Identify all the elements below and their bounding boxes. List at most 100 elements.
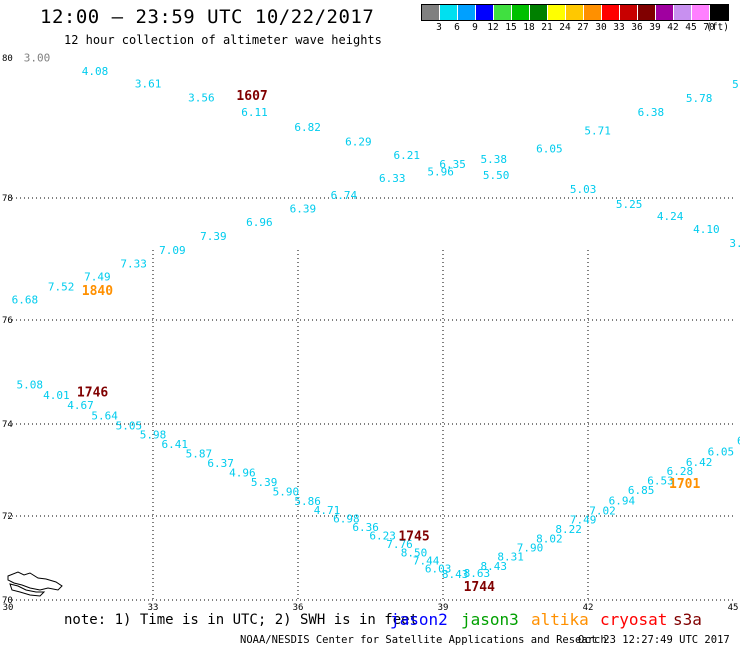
wave-height-reading: 8.63 (464, 567, 491, 580)
longitude-labels: 30 33 36 39 42 45 (3, 603, 739, 613)
longitude-label: 39 (438, 603, 449, 613)
wave-height-reading: 6.11 (241, 106, 268, 119)
wave-height-reading: 7.39 (200, 230, 227, 243)
pass-time-label: 1744 (464, 580, 495, 595)
color-scale-swatch (566, 5, 584, 20)
pass-time-label: 1745 (398, 529, 429, 544)
color-scale-swatch (476, 5, 494, 20)
color-scale-tick-label: 3 (436, 22, 442, 33)
color-scale-swatch (638, 5, 656, 20)
wave-height-reading: 6.68 (12, 294, 39, 307)
color-scale-tick-label: 21 (541, 22, 553, 33)
wave-height-reading: 6 (737, 435, 740, 448)
wave-height-reading: 6.05 (536, 143, 563, 156)
wave-height-reading: 6.36 (352, 521, 379, 534)
wave-height-reading: 4.08 (82, 65, 109, 78)
page-title: 12:00 – 23:59 UTC 10/22/2017 (40, 6, 375, 28)
wave-height-reading: 5 (732, 78, 739, 91)
wave-height-reading: 7.02 (589, 505, 616, 518)
wave-height-reading: 6.42 (686, 456, 713, 469)
wave-height-reading: 7.44 (413, 555, 440, 568)
wave-height-color-scale: 3 6 9 12 15 18 21 24 27 30 33 36 39 42 45 70 (ft) (421, 4, 729, 34)
satellite-jason3-label: jason3 (461, 610, 519, 629)
pass-time-label: 1607 (236, 89, 267, 104)
color-scale-swatch (656, 5, 674, 20)
longitude-label: 30 (3, 603, 14, 613)
wave-height-reading: 5.90 (273, 485, 300, 498)
latitude-label: 78 (2, 194, 13, 204)
footer: note: 1) Time is in UTC; 2) SWH is in fe… (0, 610, 740, 650)
wave-height-reading: 5.98 (140, 429, 167, 442)
latitude-label: 80 (2, 54, 13, 64)
wave-height-reading: 6.35 (439, 158, 466, 171)
color-scale-tick-label: 24 (559, 22, 571, 33)
wave-height-reading: 8.43 (442, 568, 469, 581)
wave-height-reading: 5.87 (186, 448, 213, 461)
color-scale-tick-label: 27 (577, 22, 589, 33)
wave-height-reading: 5.78 (686, 92, 713, 105)
wave-height-reading: 3.00 (24, 52, 51, 65)
wave-height-reading: 6.53 (647, 475, 674, 488)
generated-timestamp: Oct 23 12:27:49 UTC 2017 (578, 634, 730, 646)
wave-height-reading: 8.02 (536, 532, 563, 545)
wave-height-reading: 6.28 (667, 465, 694, 478)
longitude-label: 45 (728, 603, 739, 613)
wave-height-reading: 6.21 (394, 149, 421, 162)
wave-height-reading: 7.49 (570, 514, 597, 527)
wave-height-reading: 5.38 (481, 153, 508, 166)
wave-height-reading: 8.43 (481, 560, 508, 573)
wave-height-reading: 4.01 (43, 389, 70, 402)
wave-height-reading: 5.39 (251, 476, 278, 489)
grid-lines (8, 197, 733, 601)
wave-height-reading: 8.31 (497, 551, 524, 564)
color-scale-swatch (584, 5, 602, 20)
color-scale-tick-label: 12 (487, 22, 499, 33)
color-scale-swatch (494, 5, 512, 20)
wave-height-reading: 6.94 (609, 495, 636, 508)
latitude-label: 76 (2, 316, 13, 326)
color-scale-swatch (422, 5, 440, 20)
color-scale-tick-label: 30 (595, 22, 607, 33)
wave-height-reading: 5.50 (483, 169, 510, 182)
latitude-label: 74 (2, 420, 13, 430)
wave-height-reading: 3.56 (188, 91, 215, 104)
latitude-labels: 80 78 76 74 72 70 (2, 54, 13, 606)
longitude-label: 36 (293, 603, 304, 613)
wave-height-reading: 5.08 (17, 379, 44, 392)
pass-time-labels: 1607 1840 1746 1745 1744 1701 (77, 89, 701, 595)
wave-height-readings: 3.00 4.08 3.61 3.56 6.11 6.82 6.29 6.21 6.355.96… (12, 52, 740, 582)
wave-height-reading: 6.39 (290, 203, 317, 216)
wave-height-reading: 6.41 (162, 438, 189, 451)
color-scale-swatch (692, 5, 710, 20)
color-scale-tick-label: 33 (613, 22, 625, 33)
color-scale-bar (421, 4, 729, 21)
color-scale-tick-label: 39 (649, 22, 661, 33)
color-scale-tick-label: 36 (631, 22, 643, 33)
wave-height-reading: 7.76 (386, 538, 413, 551)
satellite-cryosat-label: cryosat (600, 610, 668, 629)
footer-note: note: 1) Time is in UTC; 2) SWH is in fe… (64, 612, 419, 628)
color-scale-swatch (440, 5, 458, 20)
color-scale-tick-label: 45 (685, 22, 697, 33)
color-scale-unit: (ft) (706, 22, 729, 33)
wave-height-reading: 6.05 (708, 446, 735, 459)
wave-height-reading: 7.33 (120, 258, 147, 271)
color-scale-swatch (548, 5, 566, 20)
longitude-label: 33 (148, 603, 159, 613)
pass-time-label: 1701 (669, 477, 700, 492)
credit-line: NOAA/NESDIS Center for Satellite Applica… (240, 634, 607, 646)
color-scale-swatch (710, 5, 728, 20)
wave-height-reading: 6.96 (246, 216, 273, 229)
wave-height-reading: 7.52 (48, 281, 75, 294)
wave-height-reading: 6.98 (333, 513, 360, 526)
wave-height-reading: 8.22 (555, 523, 582, 536)
color-scale-swatch (458, 5, 476, 20)
color-scale-swatch (530, 5, 548, 20)
wave-height-reading: 3.83 (729, 237, 740, 250)
wave-height-reading: 5.96 (427, 166, 454, 179)
wave-height-reading: 7.90 (517, 541, 544, 554)
wave-height-reading: 7.09 (159, 244, 186, 257)
color-scale-tick-label: 18 (523, 22, 535, 33)
